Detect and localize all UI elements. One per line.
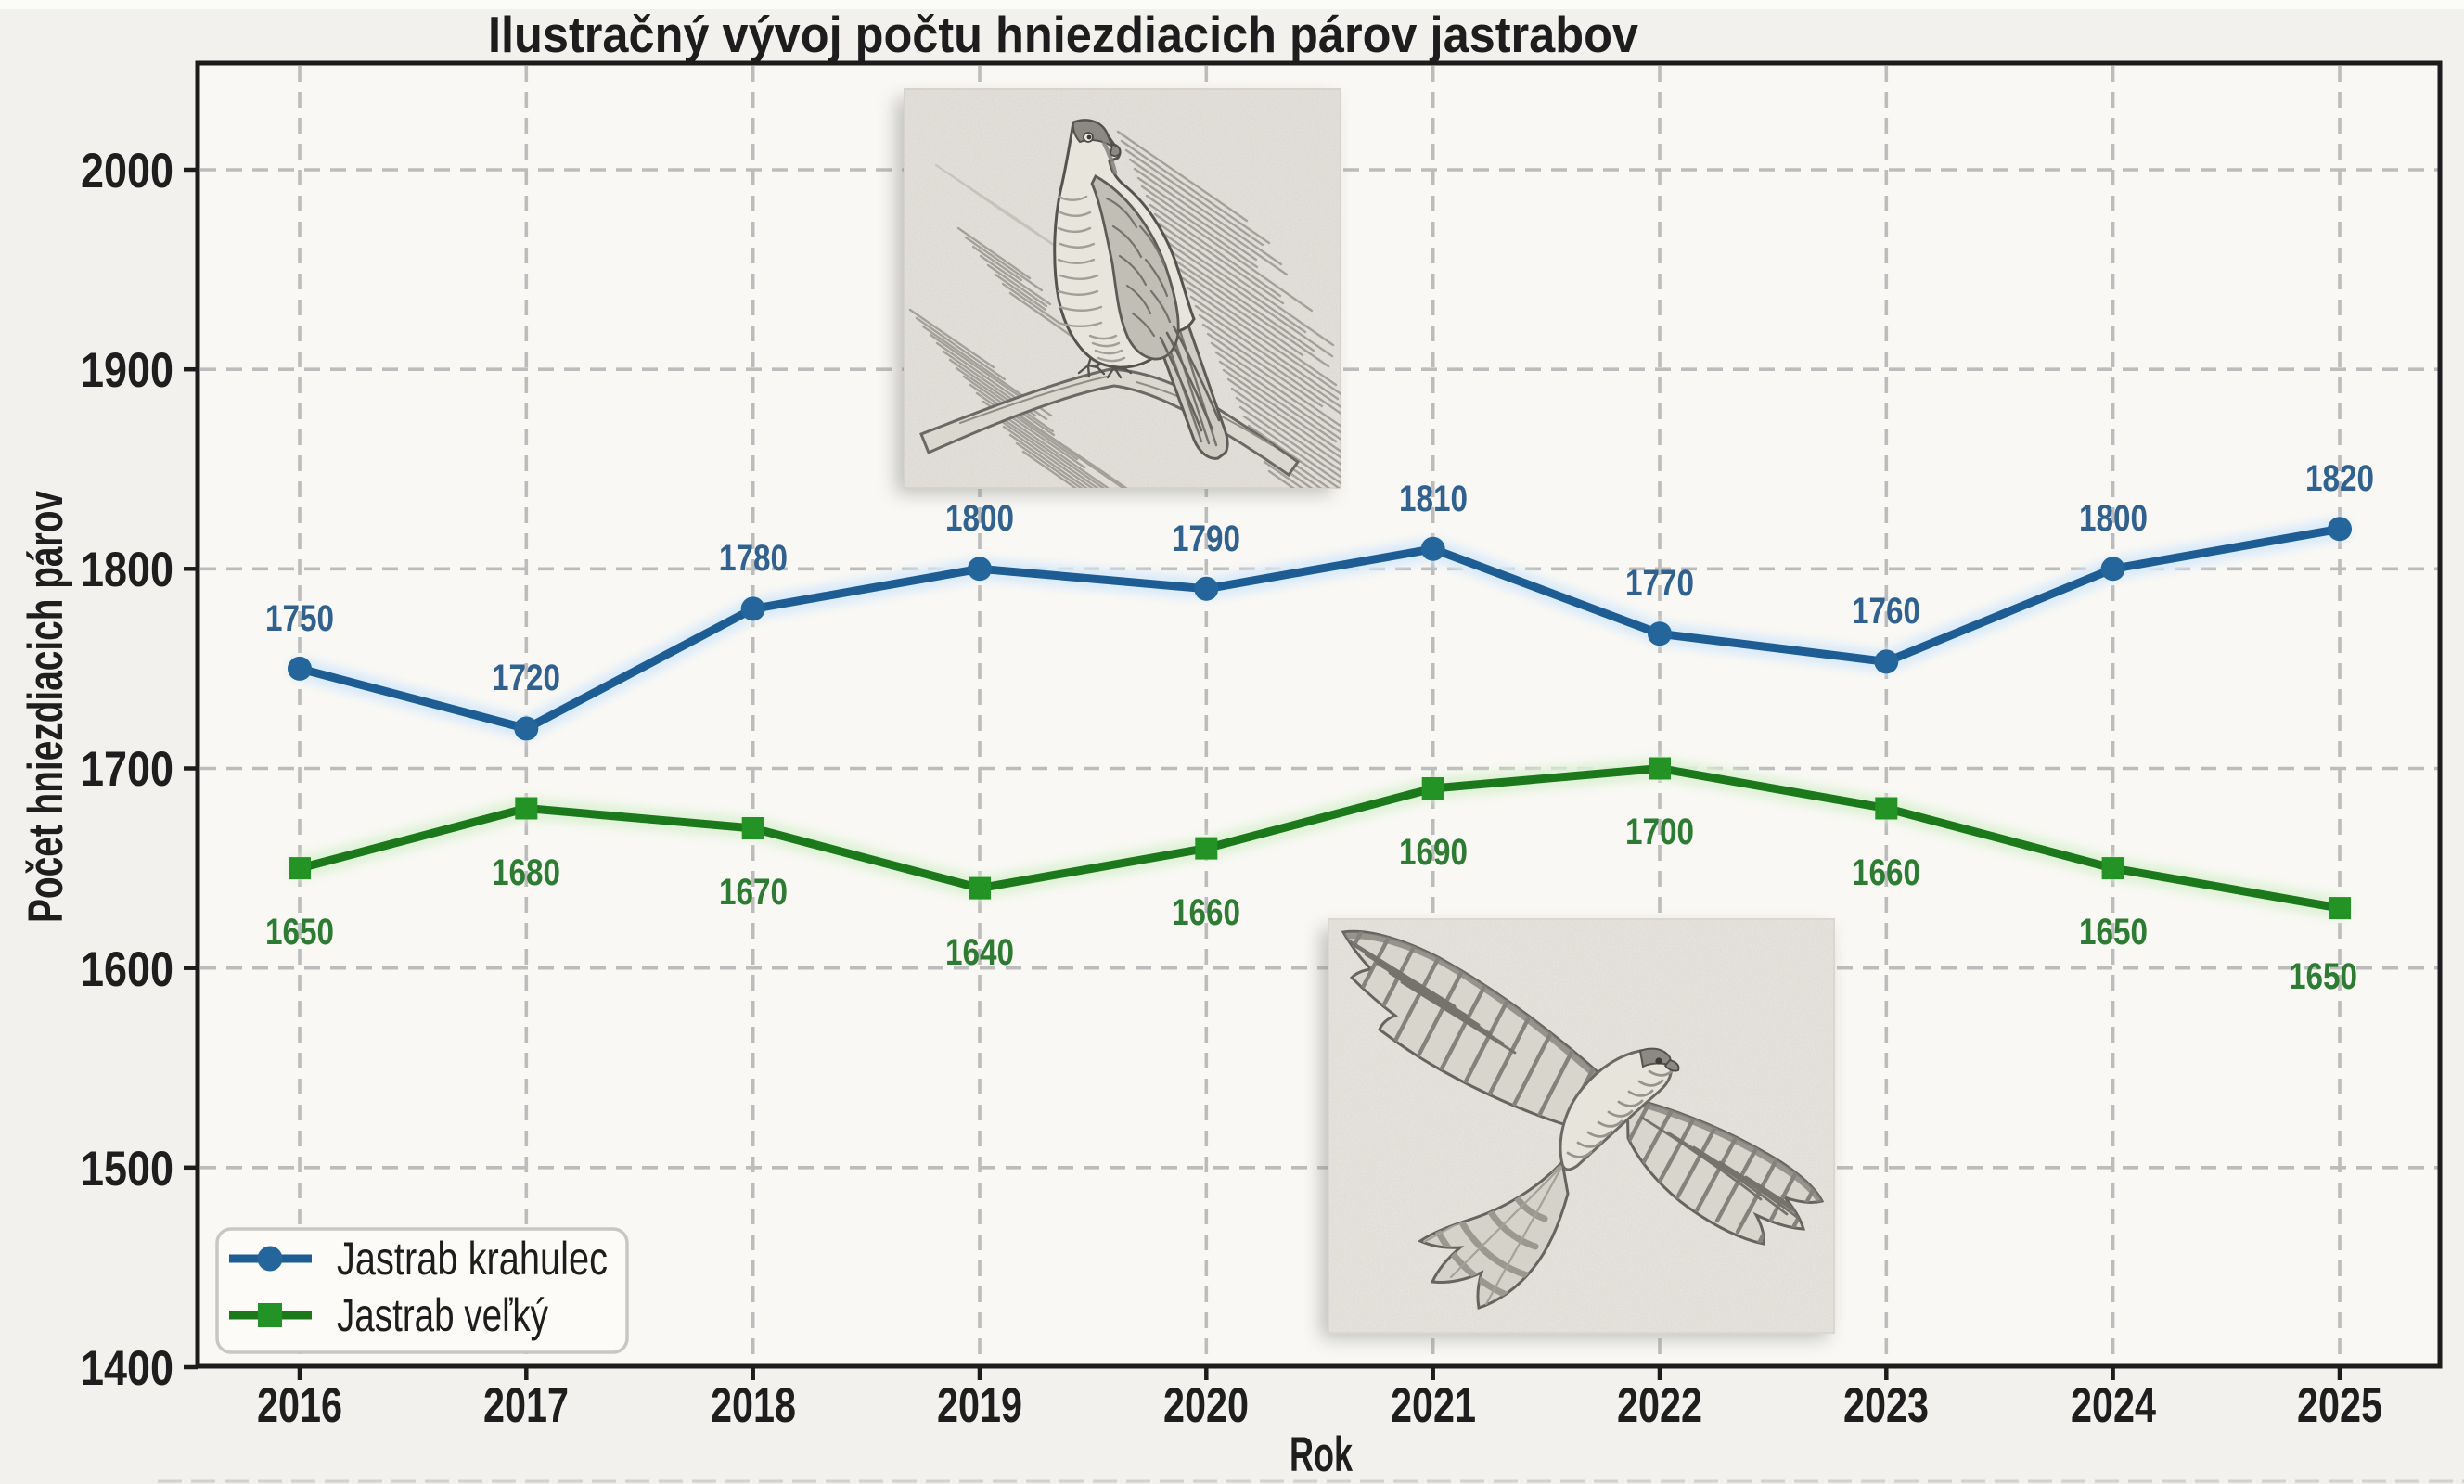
svg-text:Jastrab krahulec: Jastrab krahulec (337, 1233, 608, 1285)
svg-text:1800: 1800 (81, 543, 173, 597)
svg-text:1780: 1780 (719, 538, 788, 579)
svg-text:2020: 2020 (1163, 1378, 1249, 1433)
svg-text:1640: 1640 (945, 932, 1014, 973)
svg-text:1650: 1650 (265, 912, 334, 953)
svg-text:1750: 1750 (265, 598, 334, 639)
svg-text:1500: 1500 (81, 1142, 173, 1196)
svg-text:2021: 2021 (1391, 1378, 1476, 1433)
svg-text:1650: 1650 (2079, 912, 2148, 953)
svg-text:1770: 1770 (1625, 563, 1694, 604)
svg-text:2025: 2025 (2297, 1378, 2382, 1433)
svg-text:1760: 1760 (1852, 591, 1920, 632)
svg-text:1660: 1660 (1172, 892, 1240, 933)
svg-text:1900: 1900 (81, 343, 173, 398)
svg-text:1670: 1670 (719, 872, 788, 913)
svg-text:2016: 2016 (257, 1378, 342, 1433)
svg-text:1600: 1600 (81, 942, 173, 997)
svg-text:1800: 1800 (945, 498, 1014, 539)
svg-text:1820: 1820 (2305, 458, 2374, 499)
svg-text:2022: 2022 (1617, 1378, 1702, 1433)
svg-text:2017: 2017 (483, 1378, 569, 1433)
svg-text:1660: 1660 (1852, 852, 1920, 893)
svg-text:2024: 2024 (2071, 1378, 2156, 1433)
svg-text:1720: 1720 (492, 658, 560, 698)
svg-text:Počet hniezdiacich párov: Počet hniezdiacich párov (19, 491, 73, 923)
svg-text:2018: 2018 (711, 1378, 796, 1433)
svg-text:Ilustračný vývoj počtu hniezdi: Ilustračný vývoj počtu hniezdiacich páro… (488, 6, 1638, 63)
svg-text:1810: 1810 (1399, 479, 1468, 519)
svg-text:2000: 2000 (81, 144, 173, 198)
svg-text:1700: 1700 (1625, 812, 1694, 852)
svg-text:1800: 1800 (2079, 498, 2148, 539)
svg-text:1700: 1700 (81, 742, 173, 797)
svg-text:1690: 1690 (1399, 832, 1468, 873)
svg-text:Jastrab veľký: Jastrab veľký (337, 1289, 548, 1341)
svg-text:1790: 1790 (1172, 518, 1240, 559)
svg-text:1650: 1650 (2289, 956, 2357, 997)
svg-text:2019: 2019 (937, 1378, 1022, 1433)
svg-text:1400: 1400 (81, 1341, 173, 1396)
svg-text:1680: 1680 (492, 852, 560, 893)
svg-text:2023: 2023 (1843, 1378, 1929, 1433)
svg-text:Rok: Rok (1290, 1427, 1353, 1482)
